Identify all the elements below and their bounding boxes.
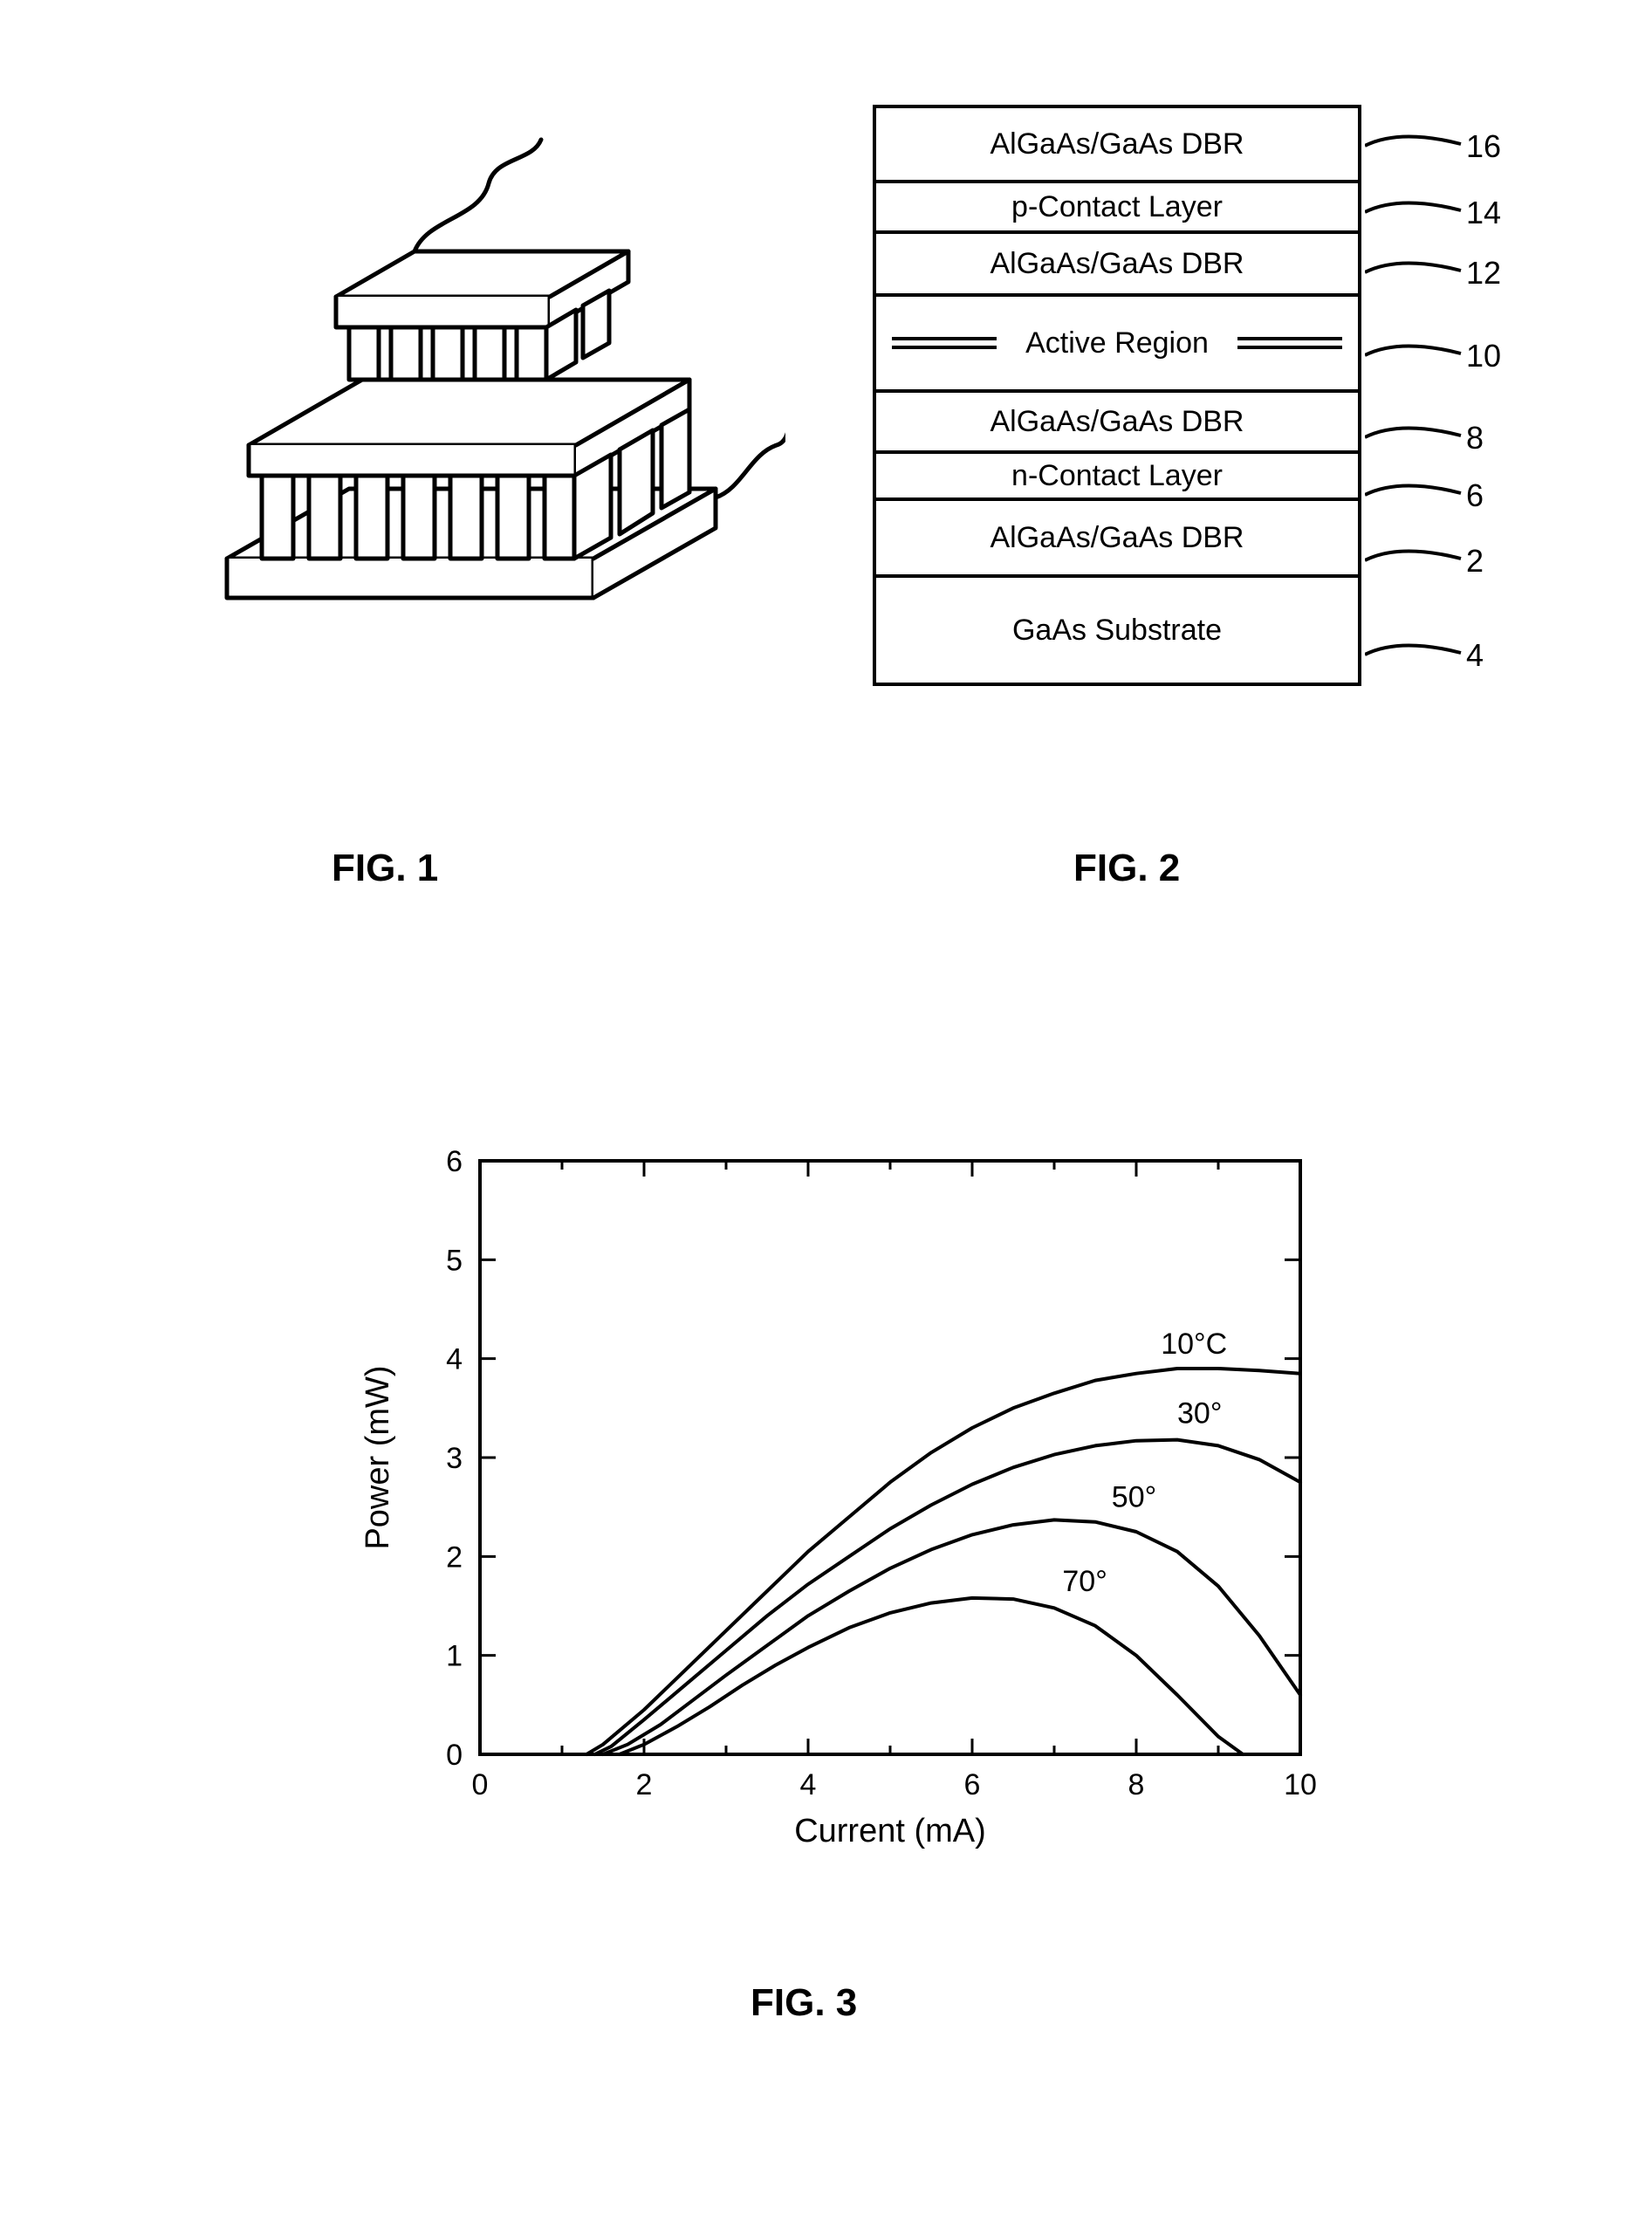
series-label: 10°C bbox=[1161, 1328, 1227, 1361]
x-tick-label: 6 bbox=[964, 1768, 981, 1801]
y-tick-label: 5 bbox=[446, 1244, 463, 1277]
fig2-layer-stack: AlGaAs/GaAs DBR p-Contact Layer AlGaAs/GaA… bbox=[873, 105, 1527, 751]
y-tick-label: 3 bbox=[446, 1442, 463, 1475]
layer: AlGaAs/GaAs DBR bbox=[876, 393, 1358, 454]
plot-area bbox=[480, 1161, 1300, 1754]
layer: AlGaAs/GaAs DBR bbox=[876, 501, 1358, 578]
layer-label: AlGaAs/GaAs DBR bbox=[991, 127, 1244, 161]
power-vs-current-chart: 0 2 4 6 8 10 0 1 2 3 4 5 6 Current (mA) Power (mW) 10°C… bbox=[332, 1135, 1335, 1885]
fig1-caption: FIG. 1 bbox=[332, 847, 438, 890]
series-label: 50° bbox=[1112, 1481, 1156, 1514]
layer-label: n-Contact Layer bbox=[1011, 459, 1223, 493]
layer-label: AlGaAs/GaAs DBR bbox=[991, 405, 1244, 439]
layer: AlGaAs/GaAs DBR bbox=[876, 108, 1358, 183]
layer: GaAs Substrate bbox=[876, 578, 1358, 683]
ref-lead-line bbox=[1365, 637, 1470, 672]
x-tick-label: 8 bbox=[1128, 1768, 1145, 1801]
ref-number: 16 bbox=[1466, 128, 1501, 165]
x-tick-label: 10 bbox=[1284, 1768, 1317, 1801]
ref-number: 10 bbox=[1466, 338, 1501, 374]
layer: AlGaAs/GaAs DBR bbox=[876, 234, 1358, 297]
layer-label: AlGaAs/GaAs DBR bbox=[991, 247, 1244, 281]
y-tick-label: 6 bbox=[446, 1145, 463, 1178]
x-axis-label: Current (mA) bbox=[794, 1813, 986, 1849]
ref-lead-line bbox=[1365, 543, 1470, 578]
series-label: 30° bbox=[1177, 1396, 1222, 1430]
ref-number: 14 bbox=[1466, 195, 1501, 231]
page: AlGaAs/GaAs DBR p-Contact Layer AlGaAs/GaA… bbox=[0, 0, 1652, 2230]
y-tick-label: 2 bbox=[446, 1540, 463, 1574]
ref-lead-line bbox=[1365, 195, 1470, 230]
y-tick-label: 4 bbox=[446, 1343, 463, 1376]
layer-label: Active Region bbox=[1025, 326, 1209, 360]
layer-label: AlGaAs/GaAs DBR bbox=[991, 521, 1244, 555]
ref-number: 12 bbox=[1466, 255, 1501, 292]
x-tick-label: 4 bbox=[800, 1768, 817, 1801]
x-tick-label: 0 bbox=[472, 1768, 489, 1801]
fig3-caption: FIG. 3 bbox=[751, 1981, 857, 2025]
ref-lead-line bbox=[1365, 338, 1470, 373]
ref-lead-line bbox=[1365, 128, 1470, 163]
x-tick-label: 2 bbox=[636, 1768, 653, 1801]
top-row: AlGaAs/GaAs DBR p-Contact Layer AlGaAs/GaA… bbox=[0, 87, 1652, 873]
y-axis-label: Power (mW) bbox=[360, 1365, 396, 1549]
layer: p-Contact Layer bbox=[876, 183, 1358, 234]
ref-lead-line bbox=[1365, 255, 1470, 290]
layer: n-Contact Layer bbox=[876, 454, 1358, 501]
y-tick-label: 0 bbox=[446, 1739, 463, 1772]
layer-stack: AlGaAs/GaAs DBR p-Contact Layer AlGaAs/GaA… bbox=[873, 105, 1361, 686]
layer-active-region: Active Region bbox=[876, 297, 1358, 393]
fig1-device-drawing bbox=[175, 122, 785, 733]
layer-label: p-Contact Layer bbox=[1011, 190, 1223, 224]
series-label: 70° bbox=[1062, 1565, 1107, 1598]
ref-lead-line bbox=[1365, 420, 1470, 455]
tec-isometric-svg bbox=[175, 122, 785, 681]
ref-lead-line bbox=[1365, 477, 1470, 512]
fig3-chart: 0 2 4 6 8 10 0 1 2 3 4 5 6 Current (mA) Power (mW) 10°C… bbox=[332, 1135, 1335, 1920]
y-tick-label: 1 bbox=[446, 1640, 463, 1673]
layer-label: GaAs Substrate bbox=[1012, 614, 1222, 648]
fig2-caption: FIG. 2 bbox=[1073, 847, 1180, 890]
